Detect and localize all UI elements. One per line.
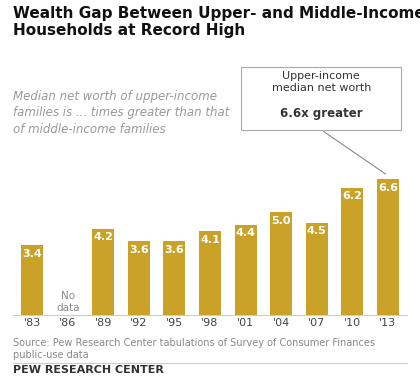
Bar — [128, 241, 150, 315]
Bar — [341, 188, 363, 315]
Bar — [306, 223, 328, 315]
Text: PEW RESEARCH CENTER: PEW RESEARCH CENTER — [13, 365, 163, 375]
Text: 6.2: 6.2 — [342, 191, 362, 201]
Text: Wealth Gap Between Upper- and Middle-Income
Households at Record High: Wealth Gap Between Upper- and Middle-Inc… — [13, 6, 420, 38]
Text: 6.6: 6.6 — [378, 183, 398, 193]
Bar — [270, 212, 292, 315]
Text: No
data: No data — [56, 291, 79, 313]
Bar — [199, 231, 221, 315]
Text: 6.6x greater: 6.6x greater — [280, 107, 362, 120]
Bar — [92, 229, 114, 315]
Text: 4.2: 4.2 — [93, 233, 113, 243]
Text: 3.6: 3.6 — [165, 245, 184, 255]
Text: 5.0: 5.0 — [271, 216, 291, 226]
Text: 4.5: 4.5 — [307, 226, 327, 236]
Bar — [234, 225, 257, 315]
Bar — [377, 180, 399, 315]
Text: 3.6: 3.6 — [129, 245, 149, 255]
Bar — [163, 241, 186, 315]
Bar — [21, 245, 43, 315]
Text: 3.4: 3.4 — [22, 249, 42, 259]
Text: 4.4: 4.4 — [236, 228, 255, 238]
Text: Upper-income
median net worth: Upper-income median net worth — [272, 71, 371, 93]
Text: 4.1: 4.1 — [200, 235, 220, 244]
Text: Median net worth of upper-income
families is ... times greater than that
of midd: Median net worth of upper-income familie… — [13, 90, 229, 136]
Text: Source: Pew Research Center tabulations of Survey of Consumer Finances
public-us: Source: Pew Research Center tabulations … — [13, 338, 375, 361]
